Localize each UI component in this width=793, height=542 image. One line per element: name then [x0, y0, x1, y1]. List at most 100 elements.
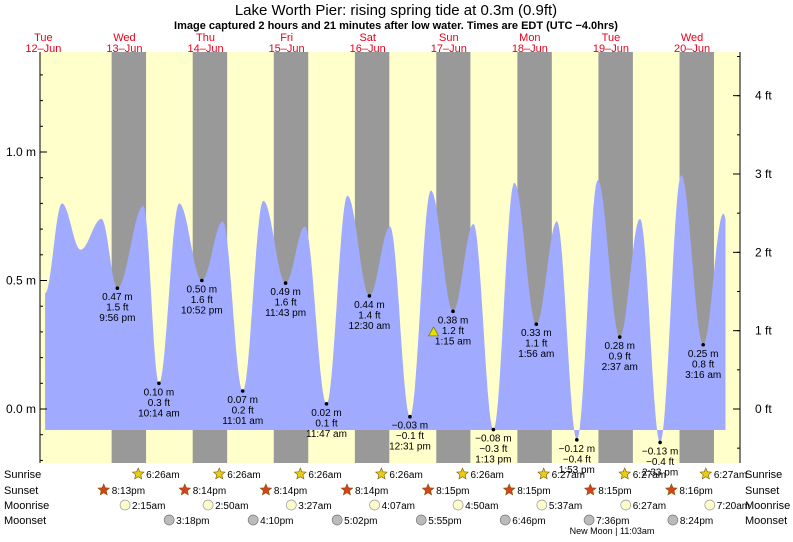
right-tick-label: 1 ft [755, 324, 772, 338]
tide-label: 2:37 am [602, 362, 638, 373]
sunrise-time: 6:27am [552, 470, 585, 481]
sunset-icon [178, 483, 192, 496]
almanac-row-label-left: Sunset [4, 485, 38, 497]
tide-label: −0.12 m [559, 444, 595, 455]
tide-label: −0.3 ft [479, 444, 507, 455]
moonrise-icon [452, 499, 464, 511]
moonset-time: 6:46pm [512, 516, 545, 527]
sunset-icon [502, 483, 516, 496]
chart-subtitle: Image captured 2 hours and 21 minutes af… [174, 20, 618, 32]
tide-label: 12:30 am [349, 321, 391, 332]
tide-label: 0.1 ft [315, 418, 337, 429]
day-date: 17–Jun [431, 43, 467, 55]
sunrise-time: 6:27am [714, 470, 747, 481]
left-tick-label: 0.5 m [6, 274, 36, 288]
tide-label: 0.47 m [102, 292, 133, 303]
moonset-time: 3:18pm [176, 516, 209, 527]
almanac-table: Sunrise Sunrise Sunset Sunset Moonrise Moonri… [4, 467, 790, 536]
tide-label: 0.28 m [604, 341, 635, 352]
moonset-icon [331, 514, 343, 526]
tide-label: 1.1 ft [525, 339, 547, 350]
header: Lake Worth Pier: rising spring tide at 0… [174, 2, 618, 32]
sunrise-time: 6:26am [389, 470, 422, 481]
moonset-time: 8:24pm [680, 516, 713, 527]
right-tick-label: 2 ft [755, 245, 772, 259]
tide-point [200, 278, 204, 283]
tide-label: −0.1 ft [396, 431, 424, 442]
sunrise-icon [131, 467, 145, 480]
moonset-icon [415, 514, 427, 526]
tide-label: 1.4 ft [358, 310, 380, 321]
sunset-time: 8:14pm [274, 486, 307, 497]
current-tide-marker [427, 326, 440, 337]
tide-point [575, 438, 579, 442]
almanac-row-label-left: Moonrise [4, 500, 49, 512]
moonset-icon [163, 514, 175, 526]
day-name: Mon [519, 32, 540, 44]
day-name: Thu [196, 32, 215, 44]
tide-label: −0.08 m [475, 434, 511, 445]
tide-point [115, 286, 120, 291]
day-name: Sun [439, 32, 459, 44]
sunrise-time: 6:26am [308, 470, 341, 481]
sunrise-time: 6:26am [471, 470, 504, 481]
tide-label: 0.33 m [521, 328, 552, 339]
almanac-row-label-left: Sunrise [4, 469, 41, 481]
sunrise-icon [212, 467, 226, 480]
tide-label: 0.38 m [438, 315, 469, 326]
left-tick-label: 0.0 m [6, 402, 36, 416]
sunrise-icon [537, 467, 551, 480]
tide-label: 0.50 m [187, 285, 218, 296]
almanac-row-label-right: Sunrise [745, 469, 782, 481]
tide-label: 1.5 ft [106, 303, 128, 314]
sunset-time: 8:14pm [355, 486, 388, 497]
moonrise-time: 3:27am [298, 501, 331, 512]
moonset-icon [247, 514, 259, 526]
day-name: Sat [359, 32, 376, 44]
moonrise-icon [704, 499, 716, 511]
right-tick-label: 3 ft [755, 167, 772, 181]
tide-label: 12:31 pm [389, 442, 431, 453]
almanac-row-label-right: Moonset [745, 515, 787, 527]
tide-label: 1:56 am [518, 349, 554, 360]
moonrise-icon [369, 499, 380, 511]
sunset-icon [664, 483, 678, 496]
day-name: Tue [602, 32, 621, 44]
moonset-icon [499, 514, 511, 526]
day-date: 15–Jun [269, 43, 305, 55]
moonrise-time: 6:27am [633, 501, 666, 512]
tide-point [701, 342, 705, 347]
tide-label: −0.13 m [642, 446, 678, 457]
day-date: 20–Jun [674, 43, 710, 55]
axes: 0.0 m 0.5 m 1.0 m 0 ft 1 ft 2 ft 3 ft 4 ft [6, 52, 772, 463]
tide-label: −0.03 m [392, 421, 428, 432]
moonrise-time: 5:37am [549, 501, 582, 512]
moonset-time: 5:02pm [344, 516, 377, 527]
day-date: 18–Jun [512, 43, 548, 55]
moonset-time: 4:10pm [260, 516, 293, 527]
sunrise-time: 6:26am [146, 470, 179, 481]
tide-label: 9:56 pm [99, 313, 135, 324]
tide-area [45, 175, 726, 443]
moonset-icon [667, 514, 679, 526]
tide-point [283, 281, 288, 285]
tide-label: 0.49 m [270, 287, 301, 298]
tide-label: 1:15 am [435, 336, 471, 347]
sunset-icon [340, 483, 354, 496]
tide-point [367, 294, 372, 298]
tide-label: 0.2 ft [232, 406, 254, 417]
day-date: 14–Jun [187, 43, 223, 55]
moonrise-icon [620, 499, 632, 511]
tide-label: 0.44 m [354, 300, 385, 311]
tide-label: −0.4 ft [563, 454, 591, 465]
day-date: 19–Jun [593, 43, 629, 55]
tide-point [240, 389, 245, 393]
moonrise-time: 2:15am [132, 501, 165, 512]
tide-label: −0.4 ft [646, 457, 674, 468]
almanac-row-label-right: Sunset [745, 485, 779, 497]
tide-point [617, 335, 622, 339]
tide-label: 0.10 m [144, 387, 175, 398]
sunset-time: 8:15pm [436, 486, 469, 497]
